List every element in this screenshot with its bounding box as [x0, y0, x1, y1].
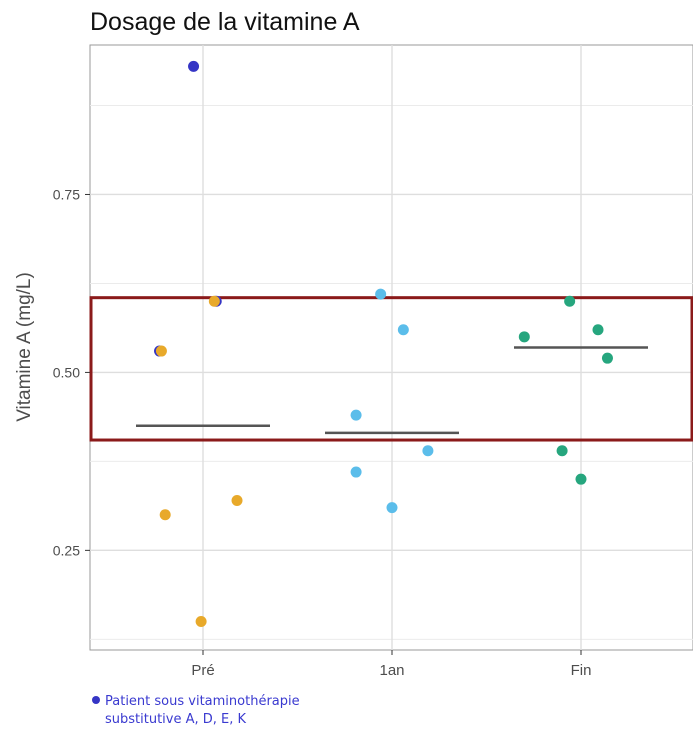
data-points	[154, 60, 613, 628]
legend-note-text-2: substitutive A, D, E, K	[105, 712, 247, 727]
data-point	[231, 495, 243, 507]
data-point	[375, 288, 387, 300]
y-axis-label: Vitamine A (mg/L)	[14, 272, 35, 422]
data-point	[564, 295, 576, 307]
x-axis-ticks: Pré 1an Fin	[191, 650, 591, 679]
legend-note-line-1: Patient sous vitaminothérapie	[92, 693, 300, 711]
data-point	[350, 409, 362, 421]
reference-range-box	[89, 296, 693, 442]
x-tick-label: Fin	[571, 662, 592, 679]
data-point	[159, 509, 171, 521]
chart-title: Dosage de la vitamine A	[90, 8, 360, 36]
mean-lines	[136, 346, 648, 435]
data-point	[575, 473, 587, 485]
y-tick-label: 0.50	[53, 364, 80, 380]
x-tick-label: 1an	[379, 662, 404, 679]
legend-dot-icon	[92, 696, 100, 704]
data-point	[350, 466, 362, 478]
x-tick-label: Pré	[191, 662, 214, 679]
data-point	[188, 60, 200, 72]
legend-note-text-1: Patient sous vitaminothérapie	[105, 694, 300, 709]
y-axis-ticks: 0.25 0.50 0.75	[53, 186, 90, 558]
y-tick-label: 0.25	[53, 542, 80, 558]
data-point	[556, 445, 568, 457]
data-point	[422, 445, 434, 457]
data-point	[518, 331, 530, 343]
legend-note-line-2: substitutive A, D, E, K	[92, 711, 300, 729]
data-point	[386, 502, 398, 514]
data-point	[155, 345, 167, 357]
data-point	[208, 295, 220, 307]
legend-note: Patient sous vitaminothérapie substituti…	[92, 693, 300, 729]
data-point	[601, 352, 613, 364]
data-point	[195, 616, 207, 628]
data-point	[397, 324, 409, 336]
reference-range-rectangle	[89, 296, 693, 442]
data-point	[592, 324, 604, 336]
y-tick-label: 0.75	[53, 186, 80, 202]
